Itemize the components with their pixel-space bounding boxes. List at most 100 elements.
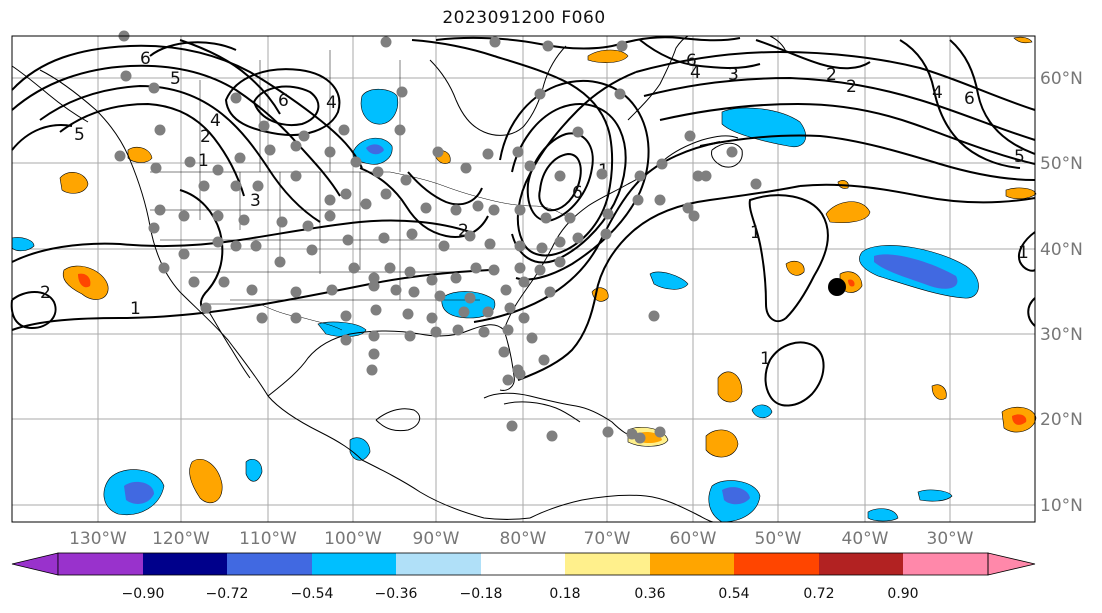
contour-4	[59, 102, 245, 197]
contour-label: 4	[326, 93, 337, 113]
station-dot	[600, 228, 612, 240]
station-dot	[238, 214, 250, 226]
station-dot	[544, 286, 556, 298]
contour-label: 2	[40, 283, 51, 303]
contour-8	[179, 39, 281, 115]
station-dot	[506, 420, 518, 432]
station-dot	[148, 222, 160, 234]
station-dot	[420, 202, 432, 214]
station-dot	[750, 178, 762, 190]
station-dot	[426, 312, 438, 324]
station-dot	[264, 144, 276, 156]
colorbar-tick-label: −0.36	[375, 586, 418, 602]
orange-blob-pac-n	[59, 172, 89, 194]
colorbar-frame	[57, 552, 989, 576]
station-dot	[542, 40, 554, 52]
map-title: 2023091200 F060	[442, 8, 606, 28]
station-dot	[502, 324, 514, 336]
station-dot	[478, 326, 490, 338]
station-dot	[602, 208, 614, 220]
contour-21	[517, 185, 801, 381]
station-dot	[464, 292, 476, 304]
blue-blob-labrador	[721, 107, 806, 148]
station-dot	[430, 326, 442, 338]
coast-alaska	[11, 65, 89, 123]
station-dot	[682, 202, 694, 214]
station-dot	[602, 426, 614, 438]
station-dot	[426, 274, 438, 286]
station-dot	[298, 130, 310, 142]
border-us-mexico	[206, 303, 343, 331]
station-dot	[340, 334, 352, 346]
orange-blob-atlantic-1	[825, 201, 871, 223]
station-dot	[514, 262, 526, 274]
storm-center-marker	[828, 278, 846, 296]
blue-blob-caribbean-s-core	[722, 487, 750, 505]
station-dot	[614, 88, 626, 100]
lon-label: 70°W	[584, 529, 631, 549]
lon-label: 60°W	[670, 529, 717, 549]
station-dot	[368, 330, 380, 342]
station-dot	[688, 210, 700, 222]
station-dot	[554, 256, 566, 268]
contour-label: 1	[750, 223, 761, 243]
station-dot	[489, 36, 501, 48]
lon-label: 80°W	[500, 529, 547, 549]
contour-31	[949, 39, 1036, 155]
blue-blob-se	[917, 489, 953, 502]
contour-15	[411, 39, 637, 257]
lon-label: 50°W	[755, 529, 802, 549]
station-dot	[518, 312, 530, 324]
station-dot	[394, 124, 406, 136]
contour-label: 5	[1014, 147, 1025, 167]
station-dot	[512, 146, 524, 158]
contour-32	[748, 194, 829, 323]
station-dot	[458, 306, 470, 318]
border-state-1	[199, 172, 401, 300]
station-dot	[450, 204, 462, 216]
station-dot	[554, 236, 566, 248]
station-dot	[470, 262, 482, 274]
contour-label: 5	[74, 125, 85, 145]
station-dot	[114, 150, 126, 162]
station-dot	[402, 308, 414, 320]
border-canada-prov	[199, 50, 401, 172]
blue-blob-s	[867, 508, 899, 522]
station-dot	[514, 204, 526, 216]
coastlines	[11, 35, 787, 523]
blue-blob-hudson	[360, 88, 399, 125]
station-dot	[178, 210, 190, 222]
station-dot	[498, 346, 510, 358]
colorbar-tick-label: 0.90	[887, 586, 918, 602]
station-dot	[656, 158, 668, 170]
station-dot	[154, 204, 166, 216]
station-dot	[536, 242, 548, 254]
station-dot	[326, 284, 338, 296]
contour-18	[511, 103, 627, 264]
station-dot	[726, 146, 738, 158]
contour-label: 5	[170, 69, 181, 89]
station-dot	[372, 166, 384, 178]
contour-6	[252, 85, 320, 126]
station-dot	[526, 332, 538, 344]
contour-label: 3	[250, 191, 261, 211]
blue-blob-lake-core	[366, 144, 384, 155]
coast-caribbean-islands	[483, 392, 641, 441]
orange-blob-tropics-2	[705, 429, 739, 458]
colorbar-tick-label: 0.54	[718, 586, 749, 602]
contour-label: 1	[1018, 243, 1029, 263]
colorbar-cell	[903, 553, 988, 575]
coast-newfoundland	[711, 142, 743, 168]
contour-14	[407, 171, 483, 206]
station-dot	[370, 304, 382, 316]
lat-label: 30°N	[1040, 325, 1083, 345]
station-dot	[632, 194, 644, 206]
colorbar-extend-high	[987, 552, 1036, 576]
colorbar-tick-label: 0.36	[634, 586, 665, 602]
coast-yucatan	[375, 408, 421, 432]
station-dot	[324, 210, 336, 222]
station-dot	[158, 262, 170, 274]
shaded-fields	[11, 36, 1037, 523]
station-dot	[276, 216, 288, 228]
